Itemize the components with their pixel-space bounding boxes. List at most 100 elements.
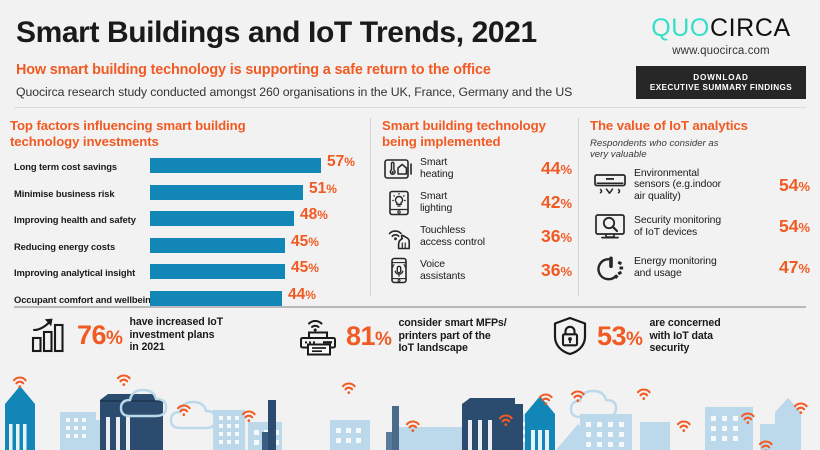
bar-value: 45%: [291, 259, 319, 277]
bar-value-percent-sign: %: [308, 261, 319, 275]
analytics-item-label-line1: Energy monitoring: [634, 256, 717, 268]
panel-top-factors: Top factors influencing smart building t…: [10, 118, 362, 316]
bar-track: [150, 211, 300, 226]
analytics-item-label-line2: sensors (e.g.indoor: [634, 179, 722, 191]
bar-label: Reducing energy costs: [14, 240, 116, 252]
tech-item-label-line1: Touchless: [420, 224, 466, 236]
tech-item-value-number: 36: [540, 226, 561, 246]
bar-track: [150, 237, 300, 253]
brand-block: QUOCIRCA www.quocirca.com: [636, 14, 806, 57]
shield-lock-icon: [548, 316, 592, 356]
download-button-line2: EXECUTIVE SUMMARY FINDINGS: [649, 83, 793, 92]
tech-item-row: Smart heating 44%: [382, 154, 572, 183]
headline-stat-value: 76%: [72, 320, 129, 351]
monitor-magnifier-icon: [590, 213, 630, 241]
bar-label: Occupant comfort and wellbeing: [14, 293, 157, 305]
tech-item-label: Touchless access control: [416, 225, 520, 249]
analytics-item-label-line1: Security monitoring: [634, 215, 722, 227]
bar-value-percent-sign: %: [344, 155, 355, 169]
bar-value-number: 45: [291, 232, 309, 250]
middle-item-list: Smart heating 44% Smart lighting 42% Touchless…: [382, 154, 572, 285]
panel-right-subtitle: Respondents who consider as very valuabl…: [590, 138, 810, 161]
download-executive-summary-button[interactable]: DOWNLOAD EXECUTIVE SUMMARY FINDINGS: [636, 66, 806, 99]
bar-value-percent-sign: %: [305, 287, 316, 302]
bar-value: 51%: [309, 180, 337, 198]
headline-stat: 76% have increased IoT investment plans in …: [28, 316, 223, 354]
headline-stat-label-line1: consider smart MFPs/: [398, 317, 507, 330]
panel-middle-title: Smart building technology being implemen…: [382, 118, 572, 149]
headline-stat-label-line2: printers part of the: [398, 329, 491, 342]
tech-item-value: 36%: [520, 226, 572, 247]
tech-item-label: Smart lighting: [416, 191, 520, 215]
headline-stat-label-line1: have increased IoT: [129, 316, 224, 329]
headline-stat-percent-sign: %: [375, 328, 392, 350]
divider-top: [14, 107, 806, 108]
analytics-item-label-line2: of IoT devices: [634, 226, 698, 238]
tech-item-label: Voice assistants: [416, 259, 520, 283]
bar-track: [150, 290, 300, 306]
tech-item-percent-sign: %: [560, 196, 572, 211]
bar-track: [150, 184, 303, 200]
divider-vertical-right: [578, 118, 579, 296]
panel-right-subtitle-line2: very valuable: [590, 149, 647, 160]
voice-assistant-phone-icon: [382, 257, 416, 284]
headline-stat-percent-sign: %: [626, 328, 643, 350]
analytics-item-value-number: 47: [778, 257, 799, 278]
analytics-item-row: Energy monitoring and usage 47%: [590, 251, 810, 285]
headline-stat-value: 53%: [592, 321, 649, 352]
bar-label: Long term cost savings: [14, 161, 118, 172]
bar-value-number: 45: [291, 259, 309, 276]
bar-row: Minimise business risk 51%: [10, 180, 362, 211]
bar-value-percent-sign: %: [326, 181, 337, 196]
tech-item-value-number: 44: [540, 158, 561, 178]
bar-row: Improving analytical insight 45%: [10, 259, 362, 290]
bar-track: [150, 264, 300, 279]
thermostat-panel-icon: [382, 158, 416, 180]
headline-stat-number: 76: [77, 319, 107, 350]
logo-text-circa: CIRCA: [709, 14, 791, 42]
bar-value-percent-sign: %: [308, 234, 319, 249]
headline-stat-label-line3: IoT landscape: [398, 342, 468, 355]
analytics-item-label: Environmental sensors (e.g.indoor air qual…: [630, 168, 762, 203]
bar-label: Improving health and safety: [14, 214, 136, 225]
quocirca-logo: QUOCIRCA: [636, 14, 806, 42]
tech-item-row: Touchless access control 36%: [382, 222, 572, 251]
bar-value: 45%: [291, 233, 319, 251]
air-conditioner-sensor-icon: [590, 172, 630, 198]
wireless-printer-icon: [297, 316, 341, 356]
tech-item-label-line1: Voice: [420, 258, 445, 270]
analytics-item-label: Security monitoring of IoT devices: [630, 215, 762, 239]
page-title: Smart Buildings and IoT Trends, 2021: [16, 16, 537, 49]
bar-fill: [150, 211, 294, 226]
tech-item-label-line1: Smart: [420, 156, 448, 168]
headline-stat: 53% are concerned with IoT data security: [548, 316, 721, 356]
tech-item-value-number: 36: [540, 260, 561, 280]
touchless-hand-icon: [382, 224, 416, 250]
headline-stat: 81% consider smart MFPs/printers part of …: [297, 316, 507, 356]
panel-middle-title-line1: Smart building technology: [382, 118, 546, 133]
headline-stat-number: 53: [597, 320, 627, 351]
analytics-item-value: 54%: [762, 216, 810, 237]
tech-item-label-line2: lighting: [420, 202, 453, 214]
analytics-item-label: Energy monitoring and usage: [630, 256, 762, 280]
analytics-item-label-line2: and usage: [634, 267, 682, 279]
headline-stat-label-line3: security: [649, 342, 690, 355]
analytics-item-row: Security monitoring of IoT devices 54%: [590, 210, 810, 244]
header: Smart Buildings and IoT Trends, 2021 How…: [0, 0, 820, 108]
tech-item-percent-sign: %: [560, 264, 572, 279]
headline-stat-label: are concerned with IoT data security: [649, 317, 720, 355]
bar-value-number: 44: [288, 285, 306, 303]
tech-item-row: Smart lighting 42%: [382, 188, 572, 217]
bar-value-percent-sign: %: [317, 208, 328, 222]
bar-value: 44%: [288, 286, 316, 304]
bar-chart: Long term cost savings 57% Minimise busine…: [10, 153, 362, 316]
download-button-line1: DOWNLOAD: [693, 73, 749, 82]
bar-fill: [150, 237, 285, 253]
brand-website-url: www.quocirca.com: [672, 45, 770, 57]
bar-label: Improving analytical insight: [14, 267, 136, 278]
logo-text-quo: QUO: [651, 14, 710, 42]
analytics-item-value-number: 54: [778, 174, 799, 195]
divider-vertical-left: [370, 118, 371, 296]
headline-stat-label: consider smart MFPs/printers part of the…: [398, 317, 506, 355]
